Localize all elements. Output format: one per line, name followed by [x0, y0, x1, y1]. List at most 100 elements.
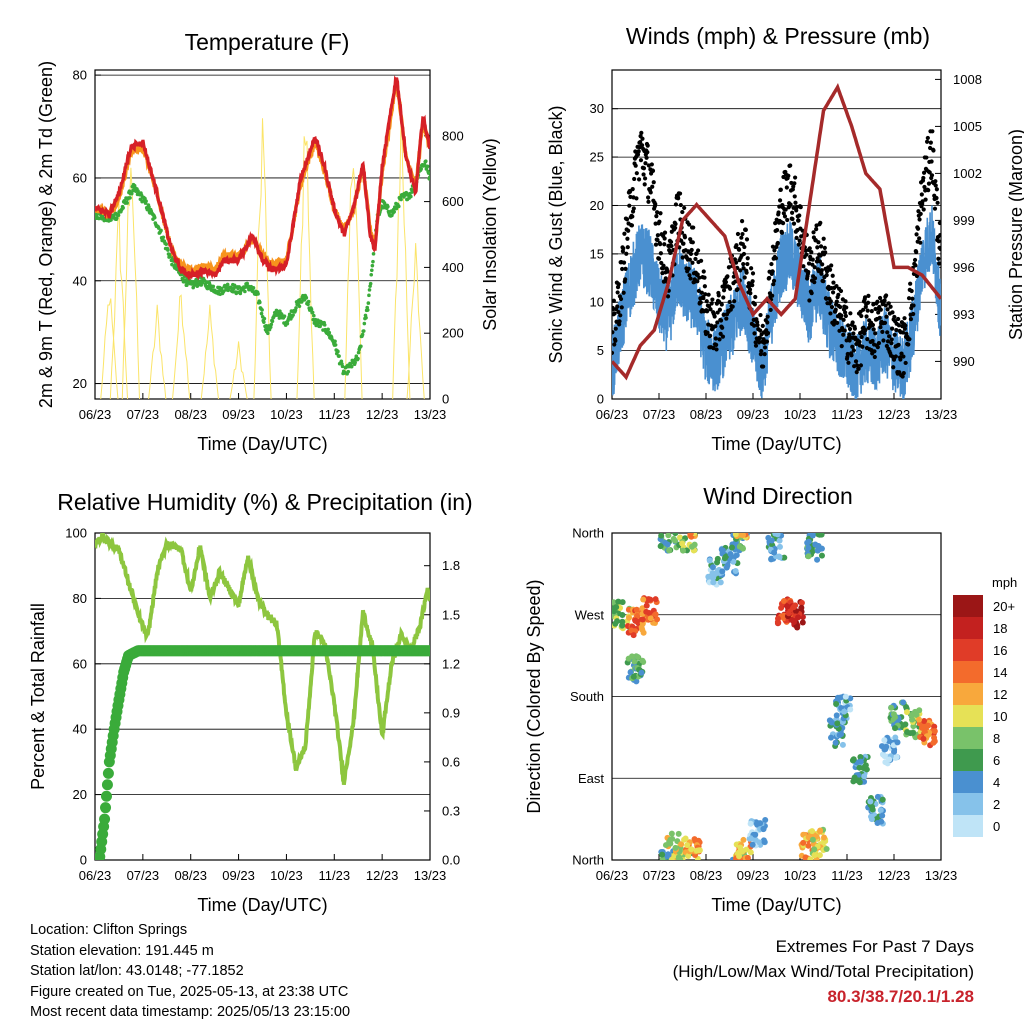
- gust-point: [846, 323, 851, 328]
- dewpoint-point: [322, 323, 327, 327]
- gust-point: [621, 246, 626, 251]
- direction-point: [850, 756, 857, 763]
- y-tick-label: West: [575, 607, 605, 622]
- extremes-values: 80.3/38.7/20.1/1.28: [827, 987, 974, 1006]
- gust-point: [715, 310, 720, 315]
- y-tick-label: 25: [590, 150, 604, 165]
- y2-axis-label: Solar Insolation (Yellow): [480, 138, 500, 330]
- dewpoint-point: [125, 201, 129, 205]
- direction-point: [816, 852, 823, 859]
- gust-point: [726, 265, 732, 270]
- y-tick-label: 80: [73, 591, 87, 606]
- direction-point: [710, 579, 717, 586]
- gust-point: [688, 251, 694, 257]
- gust-point: [896, 316, 901, 322]
- direction-point: [776, 543, 783, 550]
- y2-tick-label: 996: [953, 260, 975, 275]
- direction-point: [881, 737, 888, 744]
- y2-tick-label: 1.5: [442, 607, 460, 622]
- gust-point: [720, 325, 725, 330]
- gust-point: [856, 366, 861, 371]
- y-tick-label: 20: [73, 787, 87, 802]
- dewpoint-point: [147, 205, 151, 209]
- gust-point: [650, 184, 655, 189]
- x-tick-label: 10/23: [784, 868, 817, 883]
- direction-point: [640, 596, 647, 603]
- dewpoint-point: [356, 356, 360, 361]
- precip-point: [102, 767, 114, 779]
- gust-point: [872, 349, 877, 354]
- x-tick-label: 06/23: [79, 868, 112, 883]
- direction-point: [908, 711, 915, 718]
- direction-point: [879, 812, 886, 819]
- direction-point: [874, 820, 881, 827]
- direction-point: [665, 533, 672, 539]
- direction-point: [744, 854, 751, 860]
- dewpoint-point: [425, 164, 430, 169]
- gust-point: [790, 210, 795, 215]
- direction-point: [836, 732, 843, 739]
- gust-point: [812, 265, 817, 270]
- direction-point: [811, 846, 818, 853]
- dewpoint-point: [333, 339, 337, 344]
- solar-pulse: [148, 304, 167, 399]
- direction-point: [633, 606, 640, 613]
- station-latlon: Station lat/lon: 43.0148; -77.1852: [30, 963, 244, 979]
- gust-point: [638, 140, 643, 145]
- dewpoint-point: [260, 308, 264, 312]
- dewpoint-point: [426, 171, 430, 175]
- gust-point: [862, 295, 868, 300]
- gust-point: [710, 297, 715, 302]
- gust-point: [809, 290, 814, 296]
- gust-point: [627, 203, 632, 208]
- dewpoint-point: [170, 262, 174, 267]
- direction-point: [732, 568, 739, 575]
- gust-point: [898, 357, 903, 362]
- dewpoint-point: [362, 321, 367, 326]
- panel-humidity: Relative Humidity (%) & Precipitation (i…: [28, 489, 473, 915]
- gust-point: [682, 205, 687, 211]
- gust-point: [918, 211, 923, 217]
- gust-point: [831, 322, 836, 327]
- gust-point: [830, 273, 835, 278]
- gust-point: [893, 354, 898, 359]
- x-tick-label: 08/23: [174, 407, 207, 422]
- direction-point: [652, 611, 659, 618]
- gust-point: [938, 233, 941, 238]
- dewpoint-point: [304, 296, 309, 300]
- gust-point: [673, 225, 678, 231]
- gust-point: [833, 307, 838, 312]
- gust-point: [799, 234, 804, 239]
- gust-point: [934, 195, 939, 201]
- gust-point: [643, 161, 648, 166]
- gust-point: [612, 342, 617, 347]
- gust-point: [921, 170, 927, 175]
- gust-point: [885, 339, 891, 344]
- x-tick-label: 08/23: [690, 407, 723, 422]
- gust-point: [636, 149, 641, 154]
- gust-point: [658, 251, 663, 256]
- gust-point: [655, 233, 660, 238]
- direction-point: [717, 579, 724, 586]
- y-tick-label: 20: [73, 376, 87, 391]
- gust-point: [864, 314, 869, 319]
- gust-point: [823, 250, 828, 255]
- gust-point: [624, 251, 629, 256]
- direction-point: [931, 723, 938, 730]
- gust-point: [804, 252, 809, 257]
- gust-point: [689, 247, 694, 253]
- direction-point: [834, 720, 841, 727]
- direction-point: [619, 612, 626, 619]
- gust-point: [686, 222, 692, 227]
- direction-point: [706, 557, 713, 564]
- gust-point: [844, 305, 849, 310]
- gust-point: [919, 192, 924, 197]
- gust-point: [900, 330, 906, 335]
- y2-tick-label: 1005: [953, 119, 982, 134]
- gust-point: [616, 309, 621, 315]
- gust-point: [650, 168, 656, 173]
- direction-point: [672, 844, 679, 851]
- gust-point: [658, 211, 663, 216]
- x-tick-label: 06/23: [79, 407, 112, 422]
- dewpoint-point: [366, 301, 371, 305]
